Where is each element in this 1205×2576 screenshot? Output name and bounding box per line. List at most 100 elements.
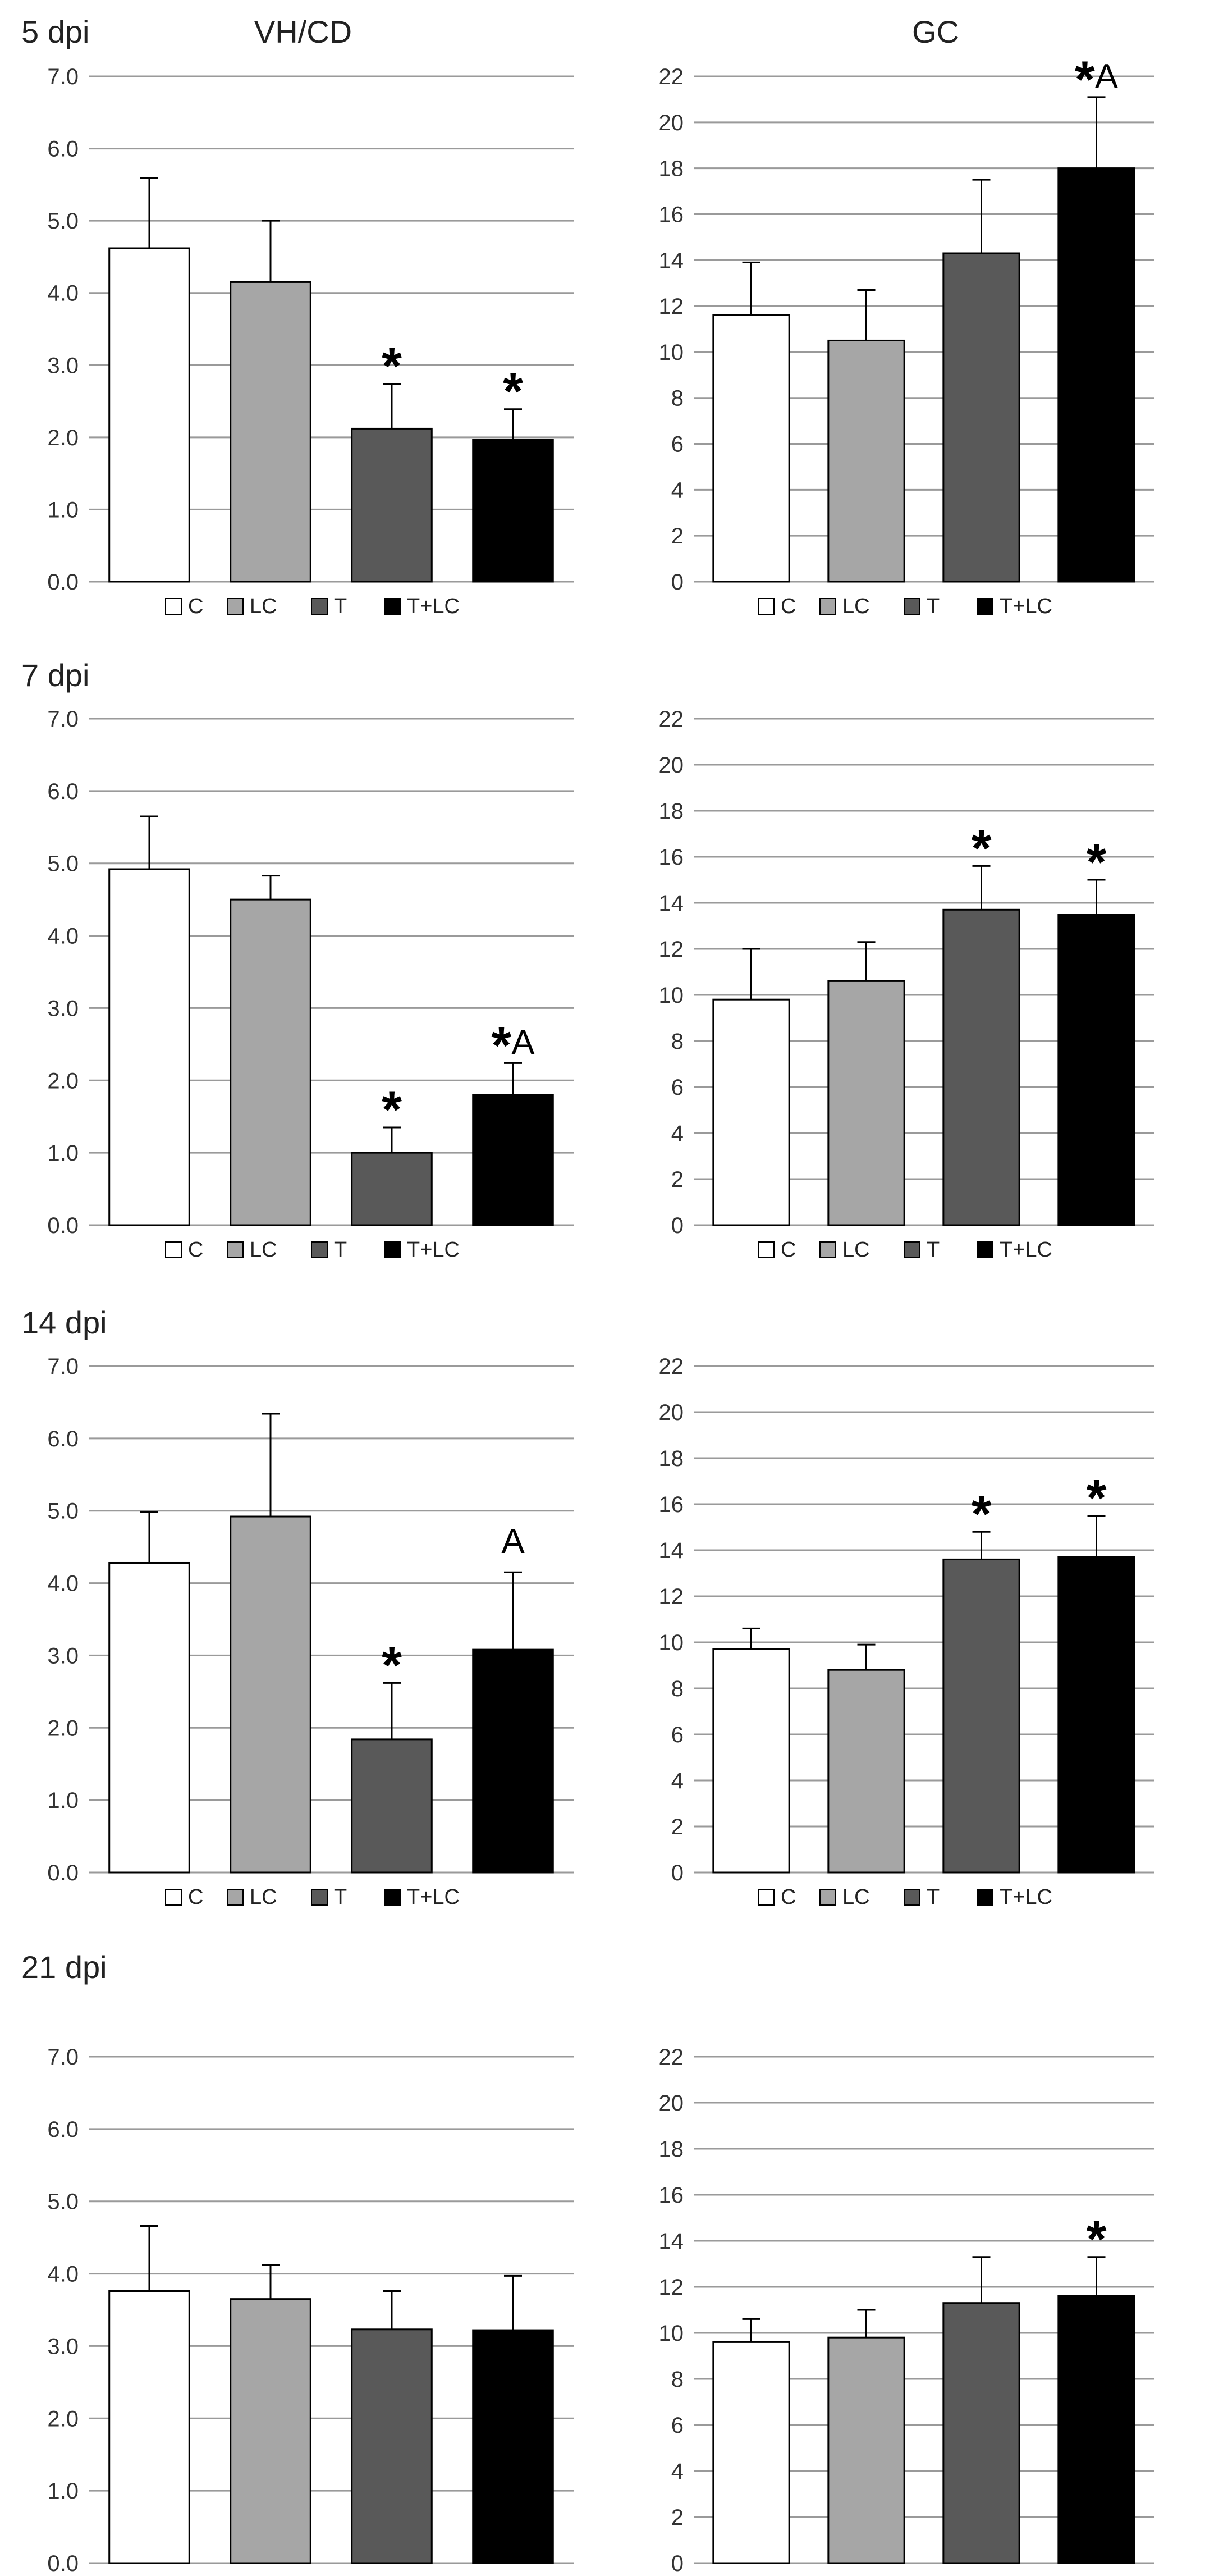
legend-label: T+LC <box>1000 595 1052 618</box>
y-tick-label: 6.0 <box>47 137 79 162</box>
legend-label: T <box>927 595 940 618</box>
y-tick-label: 12 <box>659 294 684 319</box>
legend-label: LC <box>250 1885 277 1909</box>
y-tick-label: 14 <box>659 2229 684 2254</box>
legend-label: LC <box>250 595 277 618</box>
y-tick-label: 0 <box>671 2551 684 2576</box>
y-tick-label: 1.0 <box>47 1788 79 1813</box>
y-tick-label: 20 <box>659 111 684 135</box>
legend-swatch-t <box>904 598 920 615</box>
bar-lc <box>827 1669 905 1874</box>
bar-c <box>108 2290 190 2564</box>
y-tick-label: 6 <box>671 1075 684 1100</box>
bar-tpluslc <box>1057 914 1135 1226</box>
chart-panel-14-dpi-vh-cd: 0.0 1.0 2.0 3.0 4.0 5.0 6.0 7.0 * A C LC T T+LC <box>47 1354 574 1909</box>
bar-c <box>108 868 190 1226</box>
y-tick-label: 2 <box>671 1815 684 1839</box>
y-tick-label: 6 <box>671 2413 684 2438</box>
bar-lc <box>230 1515 311 1874</box>
y-tick-label: 0.0 <box>47 570 79 595</box>
y-tick-label: 5.0 <box>47 2190 79 2214</box>
y-tick-label: 3.0 <box>47 353 79 378</box>
y-tick-label: 20 <box>659 753 684 778</box>
legend-swatch-tpluslc <box>384 598 401 615</box>
legend-label: C <box>781 1238 796 1262</box>
legend-swatch-c <box>758 598 775 615</box>
bar-c <box>712 1648 790 1874</box>
legend-swatch-t <box>311 1241 328 1258</box>
row-label-14dpi: 14 dpi <box>21 1305 107 1340</box>
column-title-vhcd: VH/CD <box>254 14 352 49</box>
legend-label: T+LC <box>407 1885 460 1909</box>
chart-panel-21-dpi-vh-cd: 0.01.02.03.04.05.06.07.0CLCTT+LC <box>47 2045 574 2576</box>
legend-label: C <box>781 595 796 618</box>
chart-panel-5-dpi-gc: 0 2 4 6 8 10 12 14 16 18 20 22 *A C LC T T+LC <box>659 51 1154 618</box>
legend-swatch-t <box>904 1889 920 1906</box>
y-tick-label: 12 <box>659 2275 684 2300</box>
y-tick-label: 14 <box>659 1538 684 1563</box>
bar-t <box>351 1152 433 1226</box>
y-tick-label: 4 <box>671 1769 684 1793</box>
y-tick-label: 2 <box>671 524 684 549</box>
y-tick-label: 4.0 <box>47 281 79 306</box>
row-label-5dpi: 5 dpi <box>21 14 89 49</box>
y-tick-label: 14 <box>659 248 684 273</box>
y-tick-label: 2.0 <box>47 426 79 450</box>
significance-label: * <box>1087 834 1107 891</box>
y-tick-label: 16 <box>659 1492 684 1517</box>
chart-panel-7-dpi-vh-cd: 0.0 1.0 2.0 3.0 4.0 5.0 6.0 7.0 * *A C LC T T+LC <box>47 707 574 1262</box>
legend-label: T <box>334 1885 347 1909</box>
legend-label: T <box>927 1238 940 1262</box>
significance-label: * <box>972 820 992 877</box>
legend-swatch-lc <box>227 598 244 615</box>
bar-t <box>351 1738 433 1874</box>
y-tick-label: 4.0 <box>47 1572 79 1596</box>
legend-label: C <box>188 1238 203 1262</box>
y-tick-label: 2.0 <box>47 2406 79 2431</box>
legend-swatch-c <box>758 1241 775 1258</box>
bar-c <box>108 1561 190 1874</box>
y-tick-label: 3.0 <box>47 2334 79 2359</box>
y-tick-label: 8 <box>671 2367 684 2392</box>
bar-tpluslc <box>1057 1556 1135 1874</box>
y-tick-label: 12 <box>659 937 684 962</box>
y-tick-label: 4 <box>671 478 684 503</box>
y-tick-label: 10 <box>659 1630 684 1655</box>
y-tick-label: 10 <box>659 2321 684 2346</box>
figure-titles: VH/CD GC 5 dpi 7 dpi 14 dpi 21 dpi <box>21 14 959 1985</box>
bar-lc <box>827 2336 905 2564</box>
y-tick-label: 16 <box>659 2183 684 2208</box>
y-tick-label: 2.0 <box>47 1068 79 1093</box>
y-tick-label: 18 <box>659 157 684 181</box>
bar-lc <box>230 898 311 1226</box>
y-tick-label: 5.0 <box>47 209 79 234</box>
y-tick-label: 0 <box>671 1213 684 1238</box>
legend-swatch-c <box>165 1889 182 1906</box>
significance-label: * <box>972 1486 992 1543</box>
y-tick-label: 6.0 <box>47 779 79 804</box>
legend-label: T <box>334 1238 347 1262</box>
bar-lc <box>230 2298 311 2564</box>
bar-t <box>942 1558 1020 1874</box>
y-tick-label: 7.0 <box>47 2045 79 2070</box>
significance-label: * <box>1087 2211 1107 2268</box>
significance-label: * <box>382 1081 402 1139</box>
legend-label: T <box>927 1885 940 1909</box>
legend-swatch-c <box>758 1889 775 1906</box>
y-tick-label: 16 <box>659 845 684 870</box>
legend-label: LC <box>250 1238 277 1262</box>
chart-panel-7-dpi-gc: 0 2 4 6 8 10 12 14 16 18 20 22 * * C LC T T+LC <box>659 707 1154 1262</box>
legend-label: T <box>334 595 347 618</box>
y-tick-label: 20 <box>659 1400 684 1425</box>
y-tick-label: 18 <box>659 1446 684 1471</box>
bar-tpluslc <box>472 439 554 583</box>
legend-swatch-t <box>904 1241 920 1258</box>
y-tick-label: 3.0 <box>47 996 79 1021</box>
legend-label: T+LC <box>1000 1238 1052 1262</box>
chart-panel-5-dpi-vh-cd: 0.0 1.0 2.0 3.0 4.0 5.0 6.0 7.0 * * C LC T T+LC <box>47 65 574 618</box>
bar-t <box>942 252 1020 583</box>
legend-label: T+LC <box>1000 1885 1052 1909</box>
y-tick-label: 16 <box>659 202 684 227</box>
y-tick-label: 22 <box>659 1354 684 1379</box>
legend-swatch-tpluslc <box>384 1889 401 1906</box>
